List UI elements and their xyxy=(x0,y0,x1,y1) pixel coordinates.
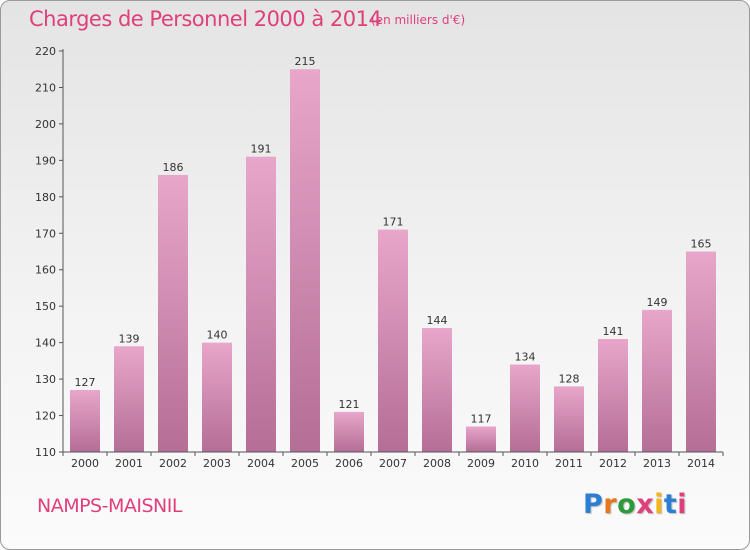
proxiti-logo: Proxiti xyxy=(583,489,687,520)
logo-letter: o xyxy=(617,489,637,520)
logo-letter: P xyxy=(583,489,604,520)
bars: 127 139 186 140 191 215 121 171 144 117 134 128 141 1… xyxy=(70,55,716,453)
bar xyxy=(202,342,232,452)
logo-letter: i xyxy=(654,489,664,520)
bar-value-label: 165 xyxy=(691,238,712,251)
y-axis: 110 120 130 140 150 160 170 180 190 200 210 220 xyxy=(35,45,64,459)
bar xyxy=(686,251,716,452)
x-tick-label: 2007 xyxy=(379,457,407,470)
y-tick-label: 190 xyxy=(35,154,56,167)
x-tick-label: 2005 xyxy=(291,457,319,470)
x-tick-label: 2013 xyxy=(643,457,671,470)
commune-name: NAMPS-MAISNIL xyxy=(37,495,182,517)
y-tick-label: 180 xyxy=(35,191,56,204)
bar-value-label: 139 xyxy=(119,332,140,345)
bar-value-label: 149 xyxy=(647,296,668,309)
logo-letter: x xyxy=(636,489,655,520)
x-tick-label: 2003 xyxy=(203,457,231,470)
x-tick-label: 2001 xyxy=(115,457,143,470)
bar xyxy=(334,411,364,452)
y-tick-label: 110 xyxy=(35,446,56,459)
logo-letter: i xyxy=(677,489,688,520)
bar-value-label: 140 xyxy=(207,329,228,342)
y-tick-label: 170 xyxy=(35,227,56,240)
y-tick-label: 120 xyxy=(35,410,56,423)
chart-subtitle: (en milliers d'€) xyxy=(371,13,466,27)
x-tick-label: 2011 xyxy=(555,457,583,470)
y-tick-label: 220 xyxy=(35,45,56,58)
bar xyxy=(598,338,628,452)
x-tick-label: 2002 xyxy=(159,457,187,470)
x-tick-label: 2014 xyxy=(687,457,715,470)
bar-value-label: 191 xyxy=(251,143,272,156)
y-tick-label: 140 xyxy=(35,337,56,350)
bar-value-label: 141 xyxy=(603,325,624,338)
bar-value-label: 127 xyxy=(75,376,96,389)
x-tick-label: 2004 xyxy=(247,457,275,470)
bar-value-label: 215 xyxy=(295,55,316,68)
x-axis: 2000 2001 2002 2003 2004 2005 2006 2007 2008 2009… xyxy=(62,451,724,470)
bar-value-label: 134 xyxy=(515,351,536,364)
x-tick-label: 2009 xyxy=(467,457,495,470)
x-tick-label: 2008 xyxy=(423,457,451,470)
bar xyxy=(510,364,540,452)
bar-value-label: 128 xyxy=(559,372,580,385)
x-tick-label: 2010 xyxy=(511,457,539,470)
bar-value-label: 117 xyxy=(471,412,492,425)
bar-value-label: 121 xyxy=(339,398,360,411)
chart-title: Charges de Personnel 2000 à 2014 xyxy=(29,7,382,31)
y-tick-label: 210 xyxy=(35,81,56,94)
y-tick-label: 200 xyxy=(35,118,56,131)
bar xyxy=(466,426,496,452)
bar xyxy=(290,69,320,453)
bar xyxy=(642,309,672,452)
x-tick-label: 2000 xyxy=(71,457,99,470)
logo-letter: r xyxy=(603,489,618,520)
bar xyxy=(554,386,584,452)
y-tick-label: 150 xyxy=(35,300,56,313)
bar xyxy=(378,229,408,452)
bar xyxy=(70,390,100,452)
y-tick-label: 160 xyxy=(35,264,56,277)
logo-letter: t xyxy=(663,489,678,520)
y-tick-label: 130 xyxy=(35,373,56,386)
bar-value-label: 186 xyxy=(163,161,184,174)
bar-value-label: 171 xyxy=(383,216,404,229)
bar xyxy=(114,346,144,452)
x-tick-label: 2006 xyxy=(335,457,363,470)
bar xyxy=(422,328,452,452)
bar-value-label: 144 xyxy=(427,314,448,327)
bar xyxy=(158,174,188,453)
bar xyxy=(246,156,276,452)
x-tick-label: 2012 xyxy=(599,457,627,470)
